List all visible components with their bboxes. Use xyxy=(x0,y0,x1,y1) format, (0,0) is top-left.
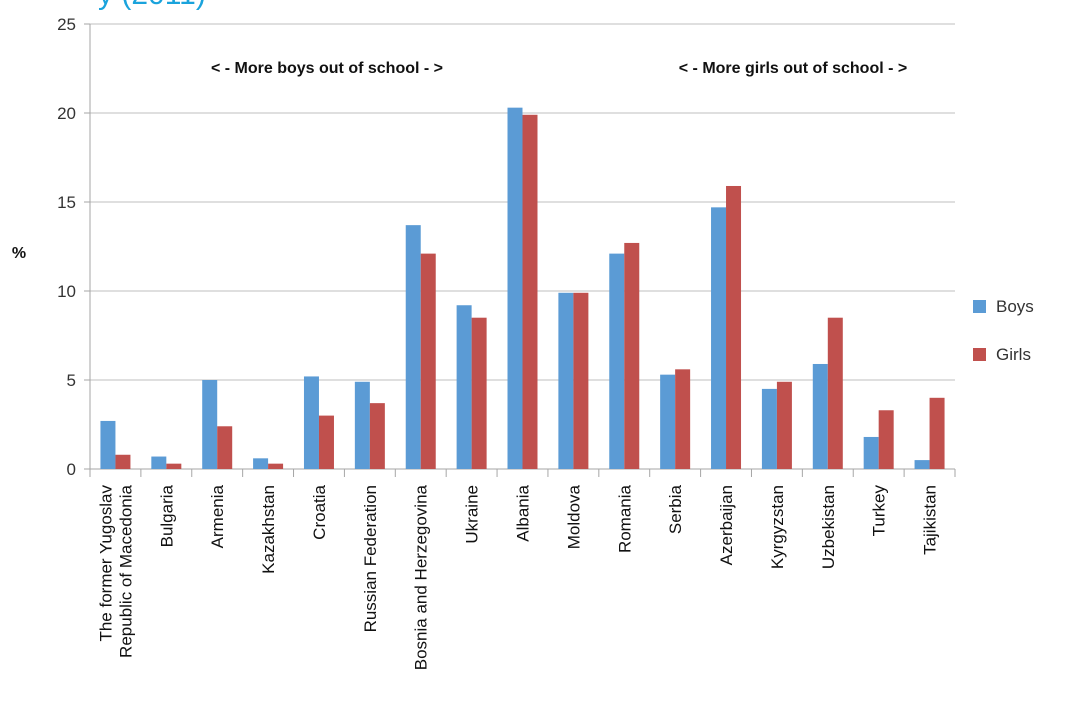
bar-girls xyxy=(878,410,894,469)
bar-boys xyxy=(812,363,828,469)
legend: Boys Girls xyxy=(973,297,1034,364)
category-label: Romania xyxy=(615,484,634,553)
bar-girls xyxy=(624,242,640,469)
bar-boys xyxy=(456,305,472,469)
category-label: Bosnia and Herzegovina xyxy=(412,484,431,670)
y-tick-label: 10 xyxy=(57,282,76,301)
bar-boys xyxy=(660,374,676,469)
axes: 0 5 10 15 20 25 xyxy=(57,15,956,479)
category-label: Republic of Macedonia xyxy=(116,484,135,657)
y-tick-label: 5 xyxy=(67,371,76,390)
y-tick-label: 25 xyxy=(57,15,76,34)
bars xyxy=(100,107,945,470)
bar-boys xyxy=(507,107,523,469)
bar-boys xyxy=(253,458,269,469)
bar-girls xyxy=(776,381,792,469)
bar-girls xyxy=(929,397,945,469)
annotation-more-boys: < - More boys out of school - > xyxy=(211,60,443,77)
bar-girls xyxy=(827,317,843,469)
y-tick-label: 0 xyxy=(67,460,76,479)
bar-girls xyxy=(115,454,131,469)
y-axis-label: % xyxy=(12,245,26,262)
bar-boys xyxy=(303,376,319,469)
legend-label-boys: Boys xyxy=(996,297,1034,316)
category-label: Kyrgyzstan xyxy=(768,485,787,569)
category-label: Bulgaria xyxy=(157,484,176,547)
category-label: Ukraine xyxy=(463,485,482,544)
bar-boys xyxy=(558,292,574,469)
bar-girls xyxy=(217,426,233,469)
bar-girls xyxy=(369,403,385,469)
category-labels: The former Yugoslav Republic of Macedonia… xyxy=(96,484,939,670)
bar-girls xyxy=(420,253,436,469)
bar-girls xyxy=(573,292,589,469)
bar-girls xyxy=(268,463,284,469)
category-label: Moldova xyxy=(564,484,583,549)
bar-girls xyxy=(522,114,538,469)
category-label: Armenia xyxy=(208,484,227,548)
category-label: The former Yugoslav xyxy=(96,485,115,642)
bar-boys xyxy=(863,436,879,469)
bar-boys xyxy=(405,225,421,469)
category-label: Albania xyxy=(514,484,533,541)
category-label: Uzbekistan xyxy=(819,485,838,569)
bar-boys xyxy=(354,381,370,469)
bar-girls xyxy=(166,463,182,469)
category-label: Turkey xyxy=(870,485,889,537)
bar-boys xyxy=(151,456,167,469)
y-tick-label: 20 xyxy=(57,104,76,123)
legend-label-girls: Girls xyxy=(996,345,1031,364)
bar-boys xyxy=(609,253,625,469)
category-label: Kazakhstan xyxy=(259,485,278,574)
chart-title-fragment: y (2011) xyxy=(98,0,206,11)
category-label: Croatia xyxy=(310,484,329,539)
category-label: Russian Federation xyxy=(361,485,380,632)
category-label: Azerbaijan xyxy=(717,485,736,565)
bar-boys xyxy=(100,420,116,469)
bar-boys xyxy=(202,380,218,469)
bar-boys xyxy=(711,207,727,469)
bar-girls xyxy=(318,415,334,469)
category-label: Tajikistan xyxy=(921,485,940,555)
bar-boys xyxy=(761,388,777,469)
annotation-more-girls: < - More girls out of school - > xyxy=(679,60,907,77)
bar-girls xyxy=(471,317,487,469)
y-tick-label: 15 xyxy=(57,193,76,212)
category-label: Serbia xyxy=(666,484,685,534)
legend-swatch-boys xyxy=(973,300,986,313)
bar-girls xyxy=(726,185,742,470)
legend-swatch-girls xyxy=(973,348,986,361)
bar-boys xyxy=(914,460,930,469)
bar-girls xyxy=(675,369,691,469)
